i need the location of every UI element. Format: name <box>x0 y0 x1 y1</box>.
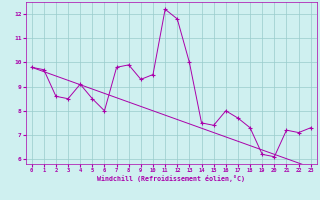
X-axis label: Windchill (Refroidissement éolien,°C): Windchill (Refroidissement éolien,°C) <box>97 175 245 182</box>
